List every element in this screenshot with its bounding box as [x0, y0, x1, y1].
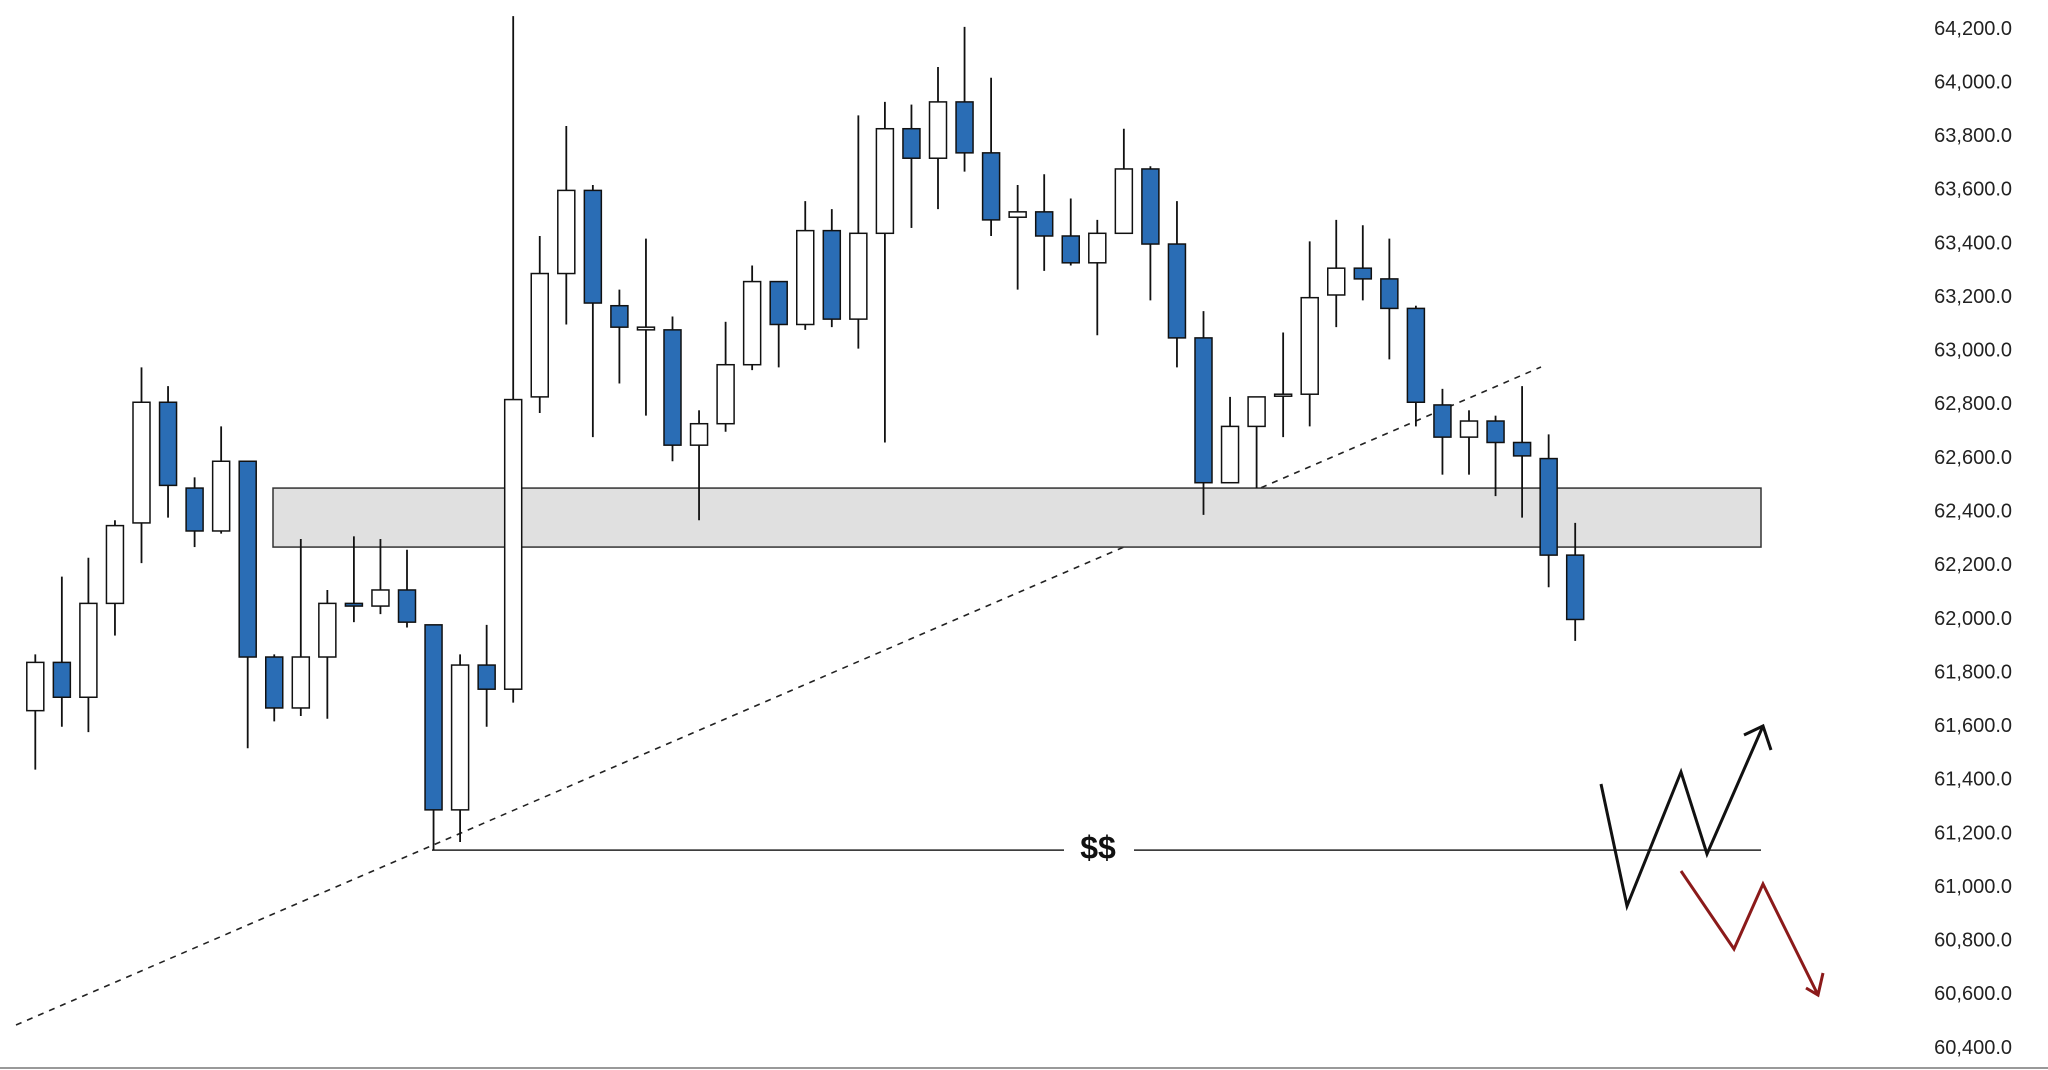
- candle-body: [1406, 307, 1426, 404]
- y-tick-label: 61,200.0: [1934, 822, 2012, 844]
- scenario-up: [1599, 725, 1765, 912]
- candle-body: [477, 664, 496, 690]
- candle-body: [291, 656, 311, 709]
- level-label: $$: [1080, 830, 1116, 866]
- candle-body: [1512, 441, 1532, 457]
- y-tick-label: 62,200.0: [1934, 554, 2012, 576]
- candle-body: [450, 664, 470, 811]
- candle-body: [663, 329, 682, 446]
- zone: [272, 487, 1762, 548]
- candle-body: [238, 460, 257, 658]
- y-tick-label: 61,000.0: [1934, 876, 2012, 898]
- y-tick-label: 61,400.0: [1934, 769, 2012, 791]
- y-tick-label: 63,400.0: [1934, 232, 2012, 254]
- candle-body: [1167, 243, 1187, 339]
- candle-body: [636, 326, 656, 331]
- candle-body: [1247, 396, 1266, 428]
- y-tick-label: 62,600.0: [1934, 447, 2012, 469]
- candle-body: [1008, 211, 1027, 218]
- candle-body: [318, 602, 337, 658]
- candle-body: [955, 101, 974, 154]
- candle-body: [875, 127, 895, 235]
- y-tick-label: 61,800.0: [1934, 661, 2012, 683]
- candle-body: [1565, 554, 1585, 621]
- candle-body: [211, 460, 231, 532]
- candle-body: [1380, 278, 1399, 310]
- candle-body: [105, 524, 125, 605]
- y-tick-label: 63,200.0: [1934, 286, 2012, 308]
- candle-body: [928, 101, 948, 159]
- candle-body: [1459, 420, 1479, 438]
- candle-body: [344, 602, 364, 607]
- candle-body: [26, 661, 45, 712]
- candle-body: [132, 401, 151, 524]
- candle-body: [822, 229, 842, 320]
- candle-body: [557, 189, 576, 275]
- y-tick-label: 64,000.0: [1934, 71, 2012, 93]
- candle-body: [1194, 337, 1213, 484]
- candle-body: [158, 401, 178, 487]
- candle-body: [981, 152, 1001, 221]
- candle-body: [1353, 267, 1373, 280]
- candle-body: [1088, 232, 1107, 264]
- arrow-head: [1805, 972, 1825, 998]
- candle-body: [716, 363, 735, 425]
- y-tick-label: 60,600.0: [1934, 983, 2012, 1005]
- candle-body: [1300, 296, 1319, 395]
- candle-body: [530, 272, 549, 398]
- candle-body: [849, 232, 868, 320]
- candle-body: [1061, 235, 1080, 264]
- candle-body: [503, 398, 523, 690]
- candle-body: [371, 589, 390, 607]
- candle-body: [742, 280, 762, 366]
- candle-body: [1539, 457, 1558, 556]
- candle-body: [689, 422, 709, 446]
- candle-body: [610, 304, 629, 328]
- y-tick-label: 63,800.0: [1934, 125, 2012, 147]
- y-tick-label: 64,200.0: [1934, 18, 2012, 40]
- candle-body: [424, 624, 443, 811]
- y-tick-label: 60,400.0: [1934, 1037, 2012, 1059]
- candle-body: [583, 189, 603, 304]
- candle-body: [796, 229, 815, 326]
- candle-body: [1034, 211, 1054, 237]
- trendline: [15, 366, 1542, 1026]
- y-tick-label: 62,000.0: [1934, 608, 2012, 630]
- candle-body: [1220, 425, 1240, 484]
- y-tick-label: 61,600.0: [1934, 715, 2012, 737]
- candle-body: [769, 280, 788, 326]
- candle-body: [1141, 168, 1160, 245]
- arrow-head: [1743, 723, 1773, 751]
- candle-body: [1273, 393, 1293, 397]
- y-tick-label: 62,400.0: [1934, 500, 2012, 522]
- y-tick-label: 62,800.0: [1934, 393, 2012, 415]
- y-tick-label: 63,600.0: [1934, 179, 2012, 201]
- candle-body: [1327, 267, 1346, 296]
- candle-body: [397, 589, 417, 623]
- candle-body: [185, 487, 204, 532]
- candle-body: [1486, 420, 1505, 444]
- y-tick-label: 60,800.0: [1934, 930, 2012, 952]
- candle-body: [902, 127, 921, 159]
- y-tick-label: 63,000.0: [1934, 340, 2012, 362]
- scenario-down: [1679, 870, 1820, 996]
- candle-body: [52, 661, 72, 698]
- candle-body: [79, 602, 98, 698]
- candle-body: [1433, 404, 1452, 438]
- candle-body: [265, 656, 284, 709]
- candle-body: [1114, 168, 1134, 235]
